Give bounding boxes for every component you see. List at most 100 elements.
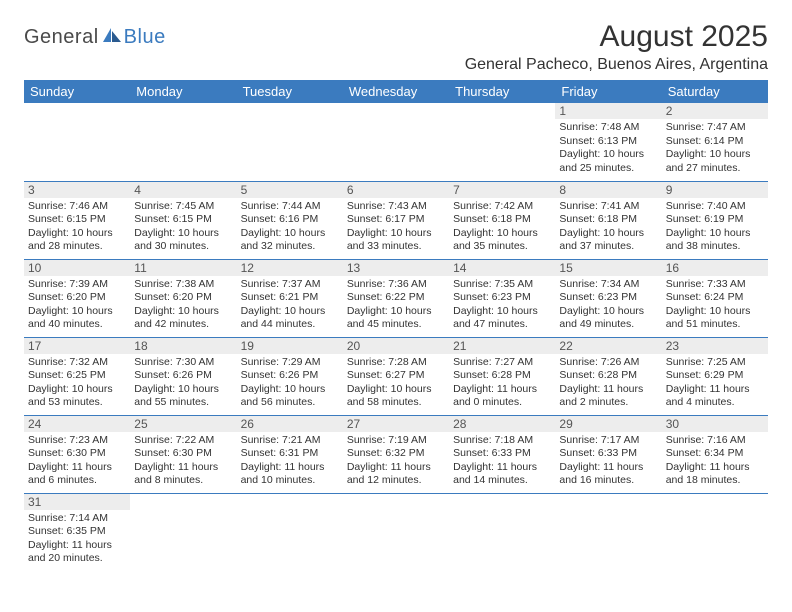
sunrise-line: Sunrise: 7:30 AM (134, 356, 232, 370)
dow-saturday: Saturday (662, 80, 768, 103)
sunrise-line: Sunrise: 7:25 AM (666, 356, 764, 370)
calendar-day-cell: 10Sunrise: 7:39 AMSunset: 6:20 PMDayligh… (24, 259, 130, 337)
daylight-line: Daylight: 10 hours and 25 minutes. (559, 148, 657, 175)
calendar-day-cell: 29Sunrise: 7:17 AMSunset: 6:33 PMDayligh… (555, 415, 661, 493)
daylight-line: Daylight: 10 hours and 55 minutes. (134, 383, 232, 410)
day-info: Sunrise: 7:41 AMSunset: 6:18 PMDaylight:… (559, 200, 657, 255)
day-number: 15 (555, 260, 661, 276)
calendar-day-cell (449, 103, 555, 181)
calendar-day-cell (237, 103, 343, 181)
page-header: General Blue August 2025 General Pacheco… (24, 20, 768, 74)
calendar-week-row: 17Sunrise: 7:32 AMSunset: 6:25 PMDayligh… (24, 337, 768, 415)
calendar-day-cell (343, 103, 449, 181)
day-info: Sunrise: 7:28 AMSunset: 6:27 PMDaylight:… (347, 356, 445, 411)
sunrise-line: Sunrise: 7:44 AM (241, 200, 339, 214)
calendar-day-cell: 15Sunrise: 7:34 AMSunset: 6:23 PMDayligh… (555, 259, 661, 337)
calendar-week-row: 3Sunrise: 7:46 AMSunset: 6:15 PMDaylight… (24, 181, 768, 259)
day-number: 3 (24, 182, 130, 198)
day-info: Sunrise: 7:42 AMSunset: 6:18 PMDaylight:… (453, 200, 551, 255)
calendar-day-cell: 2Sunrise: 7:47 AMSunset: 6:14 PMDaylight… (662, 103, 768, 181)
day-number: 8 (555, 182, 661, 198)
day-number: 1 (555, 103, 661, 119)
day-number: 27 (343, 416, 449, 432)
sunrise-line: Sunrise: 7:40 AM (666, 200, 764, 214)
sunset-line: Sunset: 6:27 PM (347, 369, 445, 383)
sunset-line: Sunset: 6:25 PM (28, 369, 126, 383)
sunrise-line: Sunrise: 7:21 AM (241, 434, 339, 448)
day-info: Sunrise: 7:32 AMSunset: 6:25 PMDaylight:… (28, 356, 126, 411)
day-info: Sunrise: 7:21 AMSunset: 6:31 PMDaylight:… (241, 434, 339, 489)
location-text: General Pacheco, Buenos Aires, Argentina (465, 56, 768, 74)
daylight-line: Daylight: 10 hours and 45 minutes. (347, 305, 445, 332)
day-number: 10 (24, 260, 130, 276)
day-number: 4 (130, 182, 236, 198)
calendar-day-cell (662, 493, 768, 571)
calendar-day-cell: 13Sunrise: 7:36 AMSunset: 6:22 PMDayligh… (343, 259, 449, 337)
sunset-line: Sunset: 6:33 PM (559, 447, 657, 461)
day-number: 5 (237, 182, 343, 198)
daylight-line: Daylight: 10 hours and 37 minutes. (559, 227, 657, 254)
day-number: 25 (130, 416, 236, 432)
day-number: 11 (130, 260, 236, 276)
sunrise-line: Sunrise: 7:16 AM (666, 434, 764, 448)
daylight-line: Daylight: 10 hours and 49 minutes. (559, 305, 657, 332)
sunset-line: Sunset: 6:32 PM (347, 447, 445, 461)
sunrise-line: Sunrise: 7:18 AM (453, 434, 551, 448)
day-number: 23 (662, 338, 768, 354)
dow-thursday: Thursday (449, 80, 555, 103)
day-info: Sunrise: 7:22 AMSunset: 6:30 PMDaylight:… (134, 434, 232, 489)
daylight-line: Daylight: 10 hours and 40 minutes. (28, 305, 126, 332)
day-number: 13 (343, 260, 449, 276)
calendar-day-cell: 1Sunrise: 7:48 AMSunset: 6:13 PMDaylight… (555, 103, 661, 181)
sunset-line: Sunset: 6:26 PM (241, 369, 339, 383)
day-info: Sunrise: 7:14 AMSunset: 6:35 PMDaylight:… (28, 512, 126, 567)
daylight-line: Daylight: 11 hours and 6 minutes. (28, 461, 126, 488)
day-info: Sunrise: 7:25 AMSunset: 6:29 PMDaylight:… (666, 356, 764, 411)
sunset-line: Sunset: 6:20 PM (134, 291, 232, 305)
daylight-line: Daylight: 11 hours and 20 minutes. (28, 539, 126, 566)
month-title: August 2025 (465, 20, 768, 54)
day-number: 30 (662, 416, 768, 432)
day-number: 16 (662, 260, 768, 276)
daylight-line: Daylight: 11 hours and 16 minutes. (559, 461, 657, 488)
daylight-line: Daylight: 11 hours and 0 minutes. (453, 383, 551, 410)
calendar-week-row: 10Sunrise: 7:39 AMSunset: 6:20 PMDayligh… (24, 259, 768, 337)
calendar-day-cell (449, 493, 555, 571)
sunrise-line: Sunrise: 7:14 AM (28, 512, 126, 526)
sunrise-line: Sunrise: 7:27 AM (453, 356, 551, 370)
sunset-line: Sunset: 6:30 PM (28, 447, 126, 461)
calendar-day-cell: 22Sunrise: 7:26 AMSunset: 6:28 PMDayligh… (555, 337, 661, 415)
calendar-day-cell: 18Sunrise: 7:30 AMSunset: 6:26 PMDayligh… (130, 337, 236, 415)
day-number: 26 (237, 416, 343, 432)
day-number: 31 (24, 494, 130, 510)
day-info: Sunrise: 7:33 AMSunset: 6:24 PMDaylight:… (666, 278, 764, 333)
logo: General Blue (24, 26, 166, 49)
calendar-day-cell: 14Sunrise: 7:35 AMSunset: 6:23 PMDayligh… (449, 259, 555, 337)
day-info: Sunrise: 7:37 AMSunset: 6:21 PMDaylight:… (241, 278, 339, 333)
calendar-week-row: 1Sunrise: 7:48 AMSunset: 6:13 PMDaylight… (24, 103, 768, 181)
sunrise-line: Sunrise: 7:37 AM (241, 278, 339, 292)
daylight-line: Daylight: 11 hours and 4 minutes. (666, 383, 764, 410)
sunset-line: Sunset: 6:17 PM (347, 213, 445, 227)
logo-text-2: Blue (124, 26, 166, 49)
dow-sunday: Sunday (24, 80, 130, 103)
day-number: 2 (662, 103, 768, 119)
sunrise-line: Sunrise: 7:28 AM (347, 356, 445, 370)
calendar-day-cell: 21Sunrise: 7:27 AMSunset: 6:28 PMDayligh… (449, 337, 555, 415)
day-number: 7 (449, 182, 555, 198)
sunset-line: Sunset: 6:19 PM (666, 213, 764, 227)
calendar-day-cell: 6Sunrise: 7:43 AMSunset: 6:17 PMDaylight… (343, 181, 449, 259)
day-number: 24 (24, 416, 130, 432)
calendar-day-cell: 11Sunrise: 7:38 AMSunset: 6:20 PMDayligh… (130, 259, 236, 337)
daylight-line: Daylight: 11 hours and 2 minutes. (559, 383, 657, 410)
day-number: 21 (449, 338, 555, 354)
sunset-line: Sunset: 6:26 PM (134, 369, 232, 383)
calendar-day-cell: 20Sunrise: 7:28 AMSunset: 6:27 PMDayligh… (343, 337, 449, 415)
sunrise-line: Sunrise: 7:43 AM (347, 200, 445, 214)
daylight-line: Daylight: 10 hours and 53 minutes. (28, 383, 126, 410)
dow-friday: Friday (555, 80, 661, 103)
sunrise-line: Sunrise: 7:32 AM (28, 356, 126, 370)
calendar-day-cell (130, 493, 236, 571)
calendar-day-cell: 7 Sunrise: 7:42 AMSunset: 6:18 PMDaylight… (449, 181, 555, 259)
calendar-day-cell: 24Sunrise: 7:23 AMSunset: 6:30 PMDayligh… (24, 415, 130, 493)
